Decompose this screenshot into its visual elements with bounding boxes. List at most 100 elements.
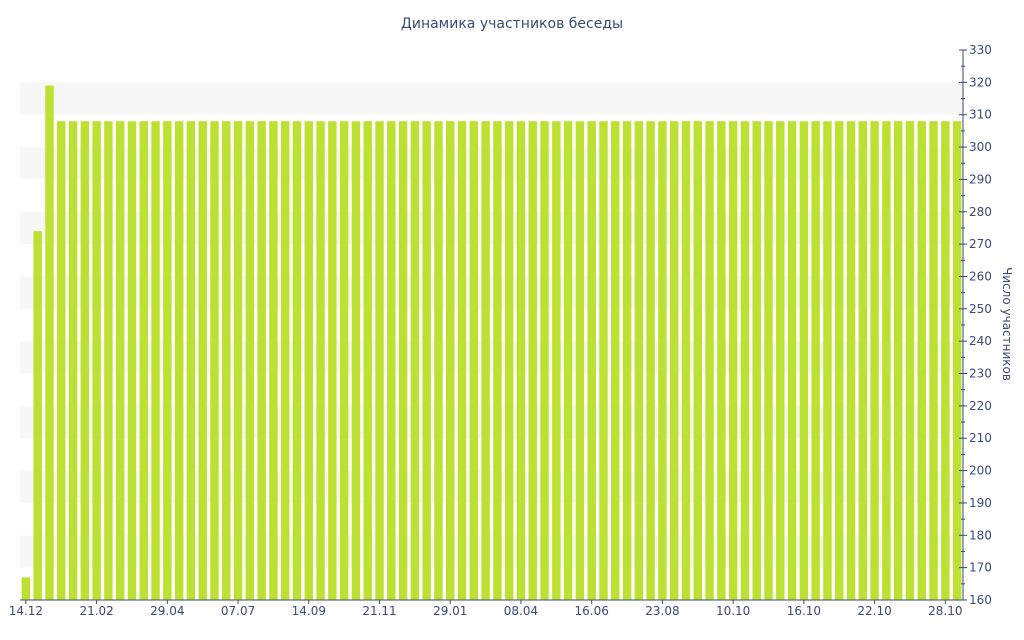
x-tick-label: 23.08 xyxy=(645,604,679,618)
y-tick-label: 170 xyxy=(969,561,992,575)
background-band xyxy=(20,535,963,568)
bar xyxy=(693,121,703,601)
y-tick-label: 230 xyxy=(969,367,992,381)
x-tick-label: 14.12 xyxy=(9,604,43,618)
y-tick-label: 300 xyxy=(969,140,992,154)
bar xyxy=(493,121,502,601)
background-band xyxy=(20,82,963,115)
bar xyxy=(387,121,396,601)
bar xyxy=(328,121,337,601)
bar xyxy=(516,121,526,601)
bar xyxy=(504,121,514,601)
bar xyxy=(410,121,420,601)
bar xyxy=(80,121,90,601)
bar xyxy=(304,121,314,601)
y-tick-label: 180 xyxy=(969,528,992,542)
bar xyxy=(811,121,820,601)
bar xyxy=(233,121,243,601)
y-tick-label: 310 xyxy=(969,108,992,122)
bar xyxy=(846,121,856,601)
y-axis-label: Число участников xyxy=(1000,267,1014,381)
bar xyxy=(752,121,761,601)
bar xyxy=(575,121,585,601)
bar xyxy=(587,121,596,601)
bar xyxy=(68,121,78,601)
bar xyxy=(269,121,278,601)
bar xyxy=(858,121,868,601)
bar xyxy=(127,121,137,601)
x-tick-label: 29.01 xyxy=(433,604,467,618)
x-tick-label: 16.10 xyxy=(787,604,821,618)
bar xyxy=(870,121,879,601)
bar xyxy=(139,121,149,601)
x-tick-label: 14.09 xyxy=(292,604,326,618)
y-tick-label: 200 xyxy=(969,464,992,478)
bar xyxy=(469,121,479,601)
bar xyxy=(952,121,962,601)
bar xyxy=(717,121,726,601)
bar xyxy=(787,121,797,601)
y-tick-label: 260 xyxy=(969,269,992,283)
bar xyxy=(457,121,467,601)
x-tick-label: 21.02 xyxy=(79,604,113,618)
background-band xyxy=(20,211,963,245)
bar xyxy=(21,577,31,600)
chart-title: Динамика участников беседы xyxy=(401,16,623,32)
x-tick-label: 21.11 xyxy=(362,604,396,618)
y-tick-label: 160 xyxy=(969,593,992,607)
bar xyxy=(634,121,644,601)
bars xyxy=(21,85,962,601)
y-tick-label: 250 xyxy=(969,302,992,316)
bar xyxy=(728,121,738,601)
bar xyxy=(705,121,714,601)
bar xyxy=(764,121,773,601)
bar xyxy=(163,121,172,601)
bar xyxy=(174,121,184,601)
bar xyxy=(563,121,573,601)
y-tick-label: 280 xyxy=(969,205,992,219)
bar xyxy=(57,121,66,601)
bar xyxy=(681,121,691,601)
bar xyxy=(422,121,431,601)
bar xyxy=(398,121,408,601)
x-tick-label: 28.10 xyxy=(928,604,962,618)
bar xyxy=(941,121,950,601)
bar xyxy=(929,121,938,601)
bar xyxy=(45,85,54,600)
bar xyxy=(834,121,844,601)
x-tick-label: 10.10 xyxy=(716,604,750,618)
bar xyxy=(599,121,608,601)
bar xyxy=(186,121,196,601)
bar xyxy=(115,121,125,601)
x-tick-label: 22.10 xyxy=(857,604,891,618)
y-tick-label: 210 xyxy=(969,431,992,445)
bar xyxy=(669,121,679,601)
bar xyxy=(292,121,302,601)
bar xyxy=(434,121,443,601)
bar xyxy=(646,121,655,601)
x-tick-label: 08.04 xyxy=(504,604,538,618)
bar xyxy=(776,121,785,601)
bar xyxy=(198,121,207,601)
background-band xyxy=(20,147,963,180)
bar xyxy=(446,121,455,601)
y-tick-label: 270 xyxy=(969,237,992,251)
y-tick-label: 320 xyxy=(969,75,992,89)
bar xyxy=(363,121,372,601)
y-tick-label: 190 xyxy=(969,496,992,510)
bar xyxy=(611,121,620,601)
bar xyxy=(905,121,915,601)
y-axis: 160 170 180 190 200 210 220 230 240 250 260 270 280 2… xyxy=(959,43,992,607)
x-tick-label: 07.07 xyxy=(221,604,255,618)
bar xyxy=(917,121,926,601)
bar xyxy=(375,121,384,601)
bar xyxy=(540,121,549,601)
bar xyxy=(222,121,231,601)
y-tick-label: 290 xyxy=(969,172,992,186)
bar xyxy=(893,121,903,601)
bar xyxy=(351,121,361,601)
x-axis: 14.12 21.02 29.04 07.07 14.09 21.11 29.01 08.04… xyxy=(9,599,963,618)
bar xyxy=(658,121,667,601)
bar xyxy=(622,121,632,601)
